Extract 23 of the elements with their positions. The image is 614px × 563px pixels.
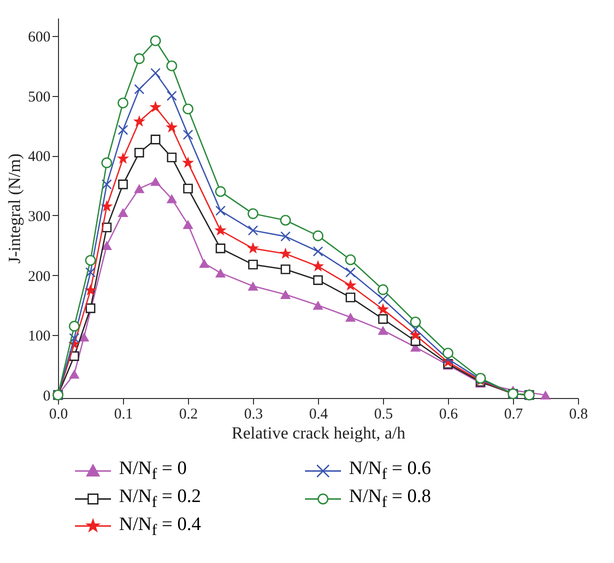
x-tick-label: 0.1 bbox=[114, 406, 133, 422]
x-tick-label: 0.4 bbox=[309, 406, 328, 422]
y-tick-label: 0 bbox=[43, 388, 50, 405]
x-tick-label: 0.3 bbox=[244, 406, 263, 422]
x-axis-title: Relative crack height, a/h bbox=[232, 424, 406, 442]
legend-label: N/N$_{f}$ = 0.4 bbox=[119, 514, 201, 540]
y-tick-label: 400 bbox=[28, 149, 50, 166]
y-tick-label: 100 bbox=[28, 328, 50, 345]
y-tick-label: 600 bbox=[28, 29, 50, 46]
y-tick-label: 200 bbox=[28, 268, 50, 285]
x-tick-label: 0.0 bbox=[49, 406, 68, 422]
legend-label: N/N$_{f}$ = 0 bbox=[119, 458, 187, 484]
legend-label: N/N$_{f}$ = 0.8 bbox=[349, 486, 431, 512]
x-tick-label: 0.6 bbox=[439, 406, 458, 422]
y-tick-label: 300 bbox=[28, 208, 50, 225]
x-tick-label: 0.7 bbox=[504, 406, 524, 422]
legend-label: N/N$_{f}$ = 0.2 bbox=[119, 486, 201, 512]
y-tick-label: 500 bbox=[28, 89, 50, 106]
y-axis-title: J-integral (N/m) bbox=[5, 154, 24, 264]
x-tick-label: 0.8 bbox=[569, 406, 588, 422]
x-tick-label: 0.2 bbox=[179, 406, 198, 422]
legend-label: N/N$_{f}$ = 0.6 bbox=[349, 458, 431, 484]
x-tick-label: 0.5 bbox=[374, 406, 393, 422]
